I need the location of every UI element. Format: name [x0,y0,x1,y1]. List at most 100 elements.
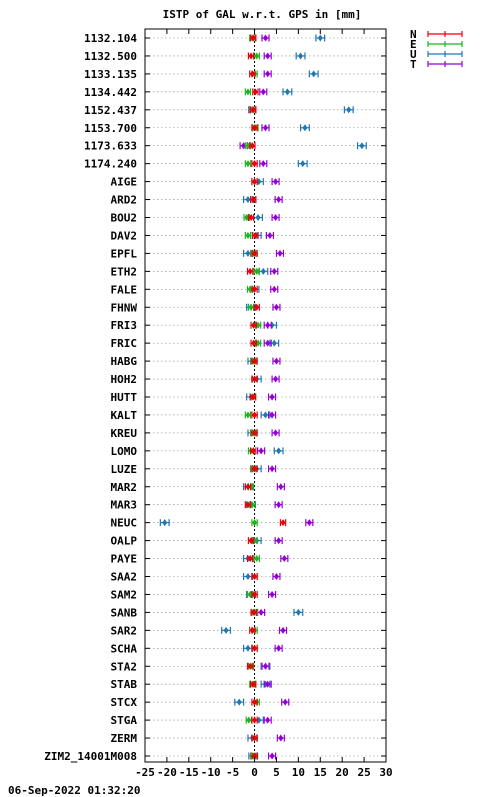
point-T-1133.135 [263,70,272,78]
point-E-KALT [244,411,252,419]
point-N-FRI3 [250,321,257,329]
point-N-KREU [251,429,258,437]
data-point [280,626,286,634]
point-U-NEUC [159,519,170,527]
data-point [254,52,260,60]
point-T-DAV2 [265,231,274,239]
point-N-1132.500 [247,52,255,60]
data-point [249,626,255,634]
point-T-1132.500 [263,52,272,60]
point-N-SAM2 [251,590,258,598]
point-N-LOMO [250,447,257,455]
data-point [252,178,258,186]
point-N-SAR2 [249,626,256,634]
data-point [245,573,251,580]
data-point [295,608,301,616]
point-U-1134.442 [282,88,293,96]
station-label: 1132.104 [84,32,137,45]
data-point [273,178,279,186]
point-E-ETH2 [253,267,260,275]
data-point [252,644,258,652]
station-label: STA2 [111,660,138,673]
point-T-OALP [274,537,283,545]
point-N-LUZE [251,465,258,473]
data-point [250,106,256,114]
data-point [265,680,271,688]
x-tick-label: 25 [357,766,370,779]
point-E-DAV2 [244,231,252,239]
data-point [252,357,258,365]
chart-title: ISTP of GAL w.r.t. GPS in [mm] [163,8,362,21]
point-E-PAYE [253,555,260,563]
data-point [251,608,257,616]
point-T-EPFL [275,249,285,257]
data-point [250,196,256,204]
x-tick-label: -10 [201,766,221,779]
data-point [162,519,168,527]
point-U-1173.633 [356,142,367,150]
data-point [271,339,277,347]
point-T-AIGE [271,178,280,186]
station-label: LOMO [111,445,138,458]
data-point [280,519,286,527]
point-N-1133.135 [249,70,256,78]
data-point [302,124,308,132]
data-point [245,249,251,257]
data-point [255,214,261,221]
data-point [281,555,287,563]
data-point [284,88,290,96]
data-point [252,716,258,724]
point-N-OALP [247,537,255,545]
data-point [245,411,251,419]
station-label: ARD2 [111,194,138,207]
point-N-KALT [251,411,258,419]
point-U-SANB [293,608,304,616]
station-label: ZIM2_14001M008 [44,750,137,763]
point-T-HUTT [267,393,277,401]
point-U-1152.437 [343,106,354,114]
data-point [277,249,283,257]
station-label: MAR3 [111,499,138,512]
data-point [252,231,258,239]
point-N-HABG [251,357,258,365]
x-tick-label: -15 [179,766,199,779]
point-T-MAR3 [274,501,283,509]
point-T-BOU2 [271,214,280,221]
data-point [252,429,258,437]
data-point [282,698,288,706]
station-label: HABG [111,355,138,368]
data-point [276,447,282,455]
point-E-SAM2 [246,590,254,598]
station-label: 1153.700 [84,122,137,135]
point-N-SAA2 [251,573,258,580]
data-point [260,88,266,96]
data-point [258,447,264,455]
data-point [245,88,251,96]
point-N-AIGE [251,178,258,186]
point-U-SAR2 [221,626,232,634]
data-point [248,52,254,60]
point-E-1134.442 [244,88,252,96]
point-N-BOU2 [247,214,255,221]
data-point [245,501,251,509]
data-point [247,267,253,275]
data-point [260,160,266,168]
point-T-1134.442 [259,88,268,96]
data-point [271,285,277,293]
data-point [252,465,258,473]
data-point [298,52,304,60]
data-point [258,608,264,616]
data-point [252,752,258,760]
data-point [248,537,254,545]
data-point [250,680,256,688]
data-point [269,465,275,473]
point-T-ARD2 [274,196,283,204]
data-point [251,339,257,347]
point-N-MAR2 [244,483,252,491]
station-label: HUTT [111,391,138,404]
data-point [245,231,251,239]
point-T-SAR2 [278,626,288,634]
data-point [265,70,271,78]
point-T-STGA [263,716,272,724]
point-N-FRIC [250,339,257,347]
